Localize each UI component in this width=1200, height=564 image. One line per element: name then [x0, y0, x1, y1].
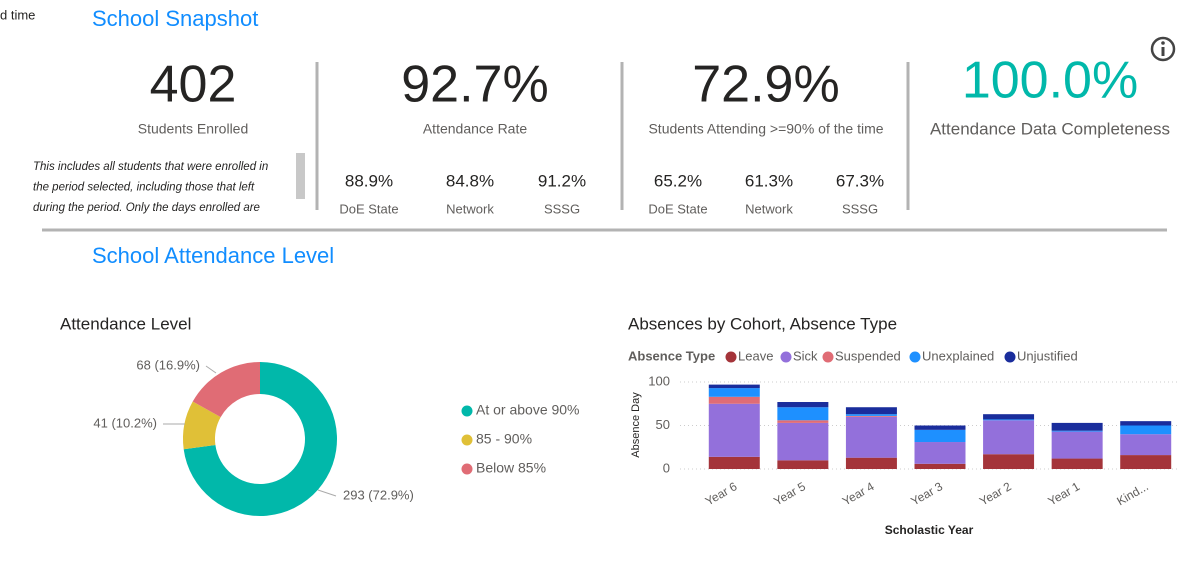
bar-segment — [708, 388, 760, 397]
y-axis-title: Absence Day — [630, 392, 642, 458]
kpi-value: 92.7% — [401, 56, 548, 114]
chart-title: Attendance Level — [60, 314, 191, 333]
bar-segment — [708, 403, 760, 457]
comparison-label: SSSG — [544, 201, 580, 216]
bar-segment — [914, 442, 966, 464]
bar-segment — [777, 402, 829, 408]
bar-segment — [1120, 425, 1172, 435]
section-title: School Attendance Level — [92, 243, 334, 268]
bar-segment — [983, 419, 1035, 421]
bar-segment — [708, 456, 760, 469]
scrollbar[interactable] — [296, 153, 305, 199]
kpi-label: Attendance Rate — [423, 121, 528, 137]
legend-marker — [909, 351, 921, 363]
kpi-value: 100.0% — [962, 52, 1138, 110]
legend-title: Absence Type — [628, 348, 715, 363]
bar-segment — [914, 425, 966, 430]
legend-label: 85 - 90% — [476, 431, 532, 447]
kpi-note: during the period. Only the days enrolle… — [33, 202, 260, 214]
bar-segment — [777, 460, 829, 469]
comparison-label: Network — [745, 201, 793, 216]
kpi-value: 402 — [150, 56, 237, 114]
legend-marker — [461, 405, 473, 417]
legend-label: Leave — [738, 348, 773, 363]
bar-segment — [1120, 421, 1172, 426]
bar-segment — [1051, 431, 1103, 459]
comparison-label: DoE State — [339, 201, 398, 216]
legend-label: Below 85% — [476, 460, 546, 476]
bar-segment — [845, 457, 897, 469]
bar-segment — [1120, 455, 1172, 469]
chart-title: Absences by Cohort, Absence Type — [628, 314, 897, 333]
page-title: School Snapshot — [92, 6, 258, 31]
kpi-note: This includes all students that were enr… — [33, 161, 268, 173]
legend-marker — [780, 351, 792, 363]
bar-segment — [1120, 434, 1172, 456]
comparison-value: 65.2% — [654, 171, 702, 190]
bar-segment — [983, 420, 1035, 455]
bar-segment — [708, 396, 760, 404]
comparison-label: DoE State — [648, 201, 707, 216]
kpi-label: Students Enrolled — [138, 121, 249, 137]
legend-marker — [725, 351, 737, 363]
comparison-value: 67.3% — [836, 171, 884, 190]
comparison-value: 88.9% — [345, 171, 393, 190]
comparison-label: Network — [446, 201, 494, 216]
data-label: 68 (16.9%) — [136, 357, 200, 372]
comparison-value: 61.3% — [745, 171, 793, 190]
y-tick-label: 50 — [656, 417, 670, 432]
y-tick-label: 0 — [663, 460, 670, 475]
donut-slice — [183, 362, 337, 516]
comparison-value: 84.8% — [446, 171, 494, 190]
bar-segment — [845, 416, 897, 458]
kpi-note: the period selected, including those tha… — [33, 182, 255, 194]
bar-segment — [777, 407, 829, 421]
comparison-label: SSSG — [842, 201, 878, 216]
comparison-value: 91.2% — [538, 171, 586, 190]
donut-slice — [183, 401, 221, 450]
legend-label: Unexplained — [922, 348, 994, 363]
bar-segment — [845, 414, 897, 416]
legend-label: Suspended — [835, 348, 901, 363]
corner-fragment: d time — [0, 7, 35, 22]
legend-marker — [461, 434, 473, 446]
kpi-value: 72.9% — [692, 56, 839, 114]
bar-segment — [845, 407, 897, 415]
y-tick-label: 100 — [648, 373, 670, 388]
kpi-label: Students Attending >=90% of the time — [648, 121, 883, 137]
x-axis-title: Scholastic Year — [885, 523, 974, 537]
bar-segment — [914, 429, 966, 443]
bar-segment — [708, 384, 760, 389]
data-label: 41 (10.2%) — [93, 415, 157, 430]
bar-segment — [777, 422, 829, 461]
bar-segment — [1051, 422, 1103, 431]
bar-segment — [1051, 458, 1103, 469]
leader-line — [317, 489, 337, 497]
donut-slice — [192, 362, 260, 418]
bar-segment — [983, 454, 1035, 469]
legend-marker — [1004, 351, 1016, 363]
legend-marker — [461, 463, 473, 475]
bar-segment — [777, 420, 829, 423]
bar-segment — [983, 414, 1035, 420]
data-label: 293 (72.9%) — [343, 487, 414, 502]
bar-segment — [1051, 430, 1103, 432]
info-icon[interactable] — [1150, 36, 1176, 62]
bar-segment — [914, 463, 966, 469]
legend-label: At or above 90% — [476, 402, 580, 418]
leader-line — [205, 365, 217, 374]
bar-segment — [845, 415, 897, 417]
legend-label: Sick — [793, 348, 818, 363]
kpi-label: Attendance Data Completeness — [930, 119, 1170, 138]
legend-marker — [822, 351, 834, 363]
legend-label: Unjustified — [1017, 348, 1078, 363]
